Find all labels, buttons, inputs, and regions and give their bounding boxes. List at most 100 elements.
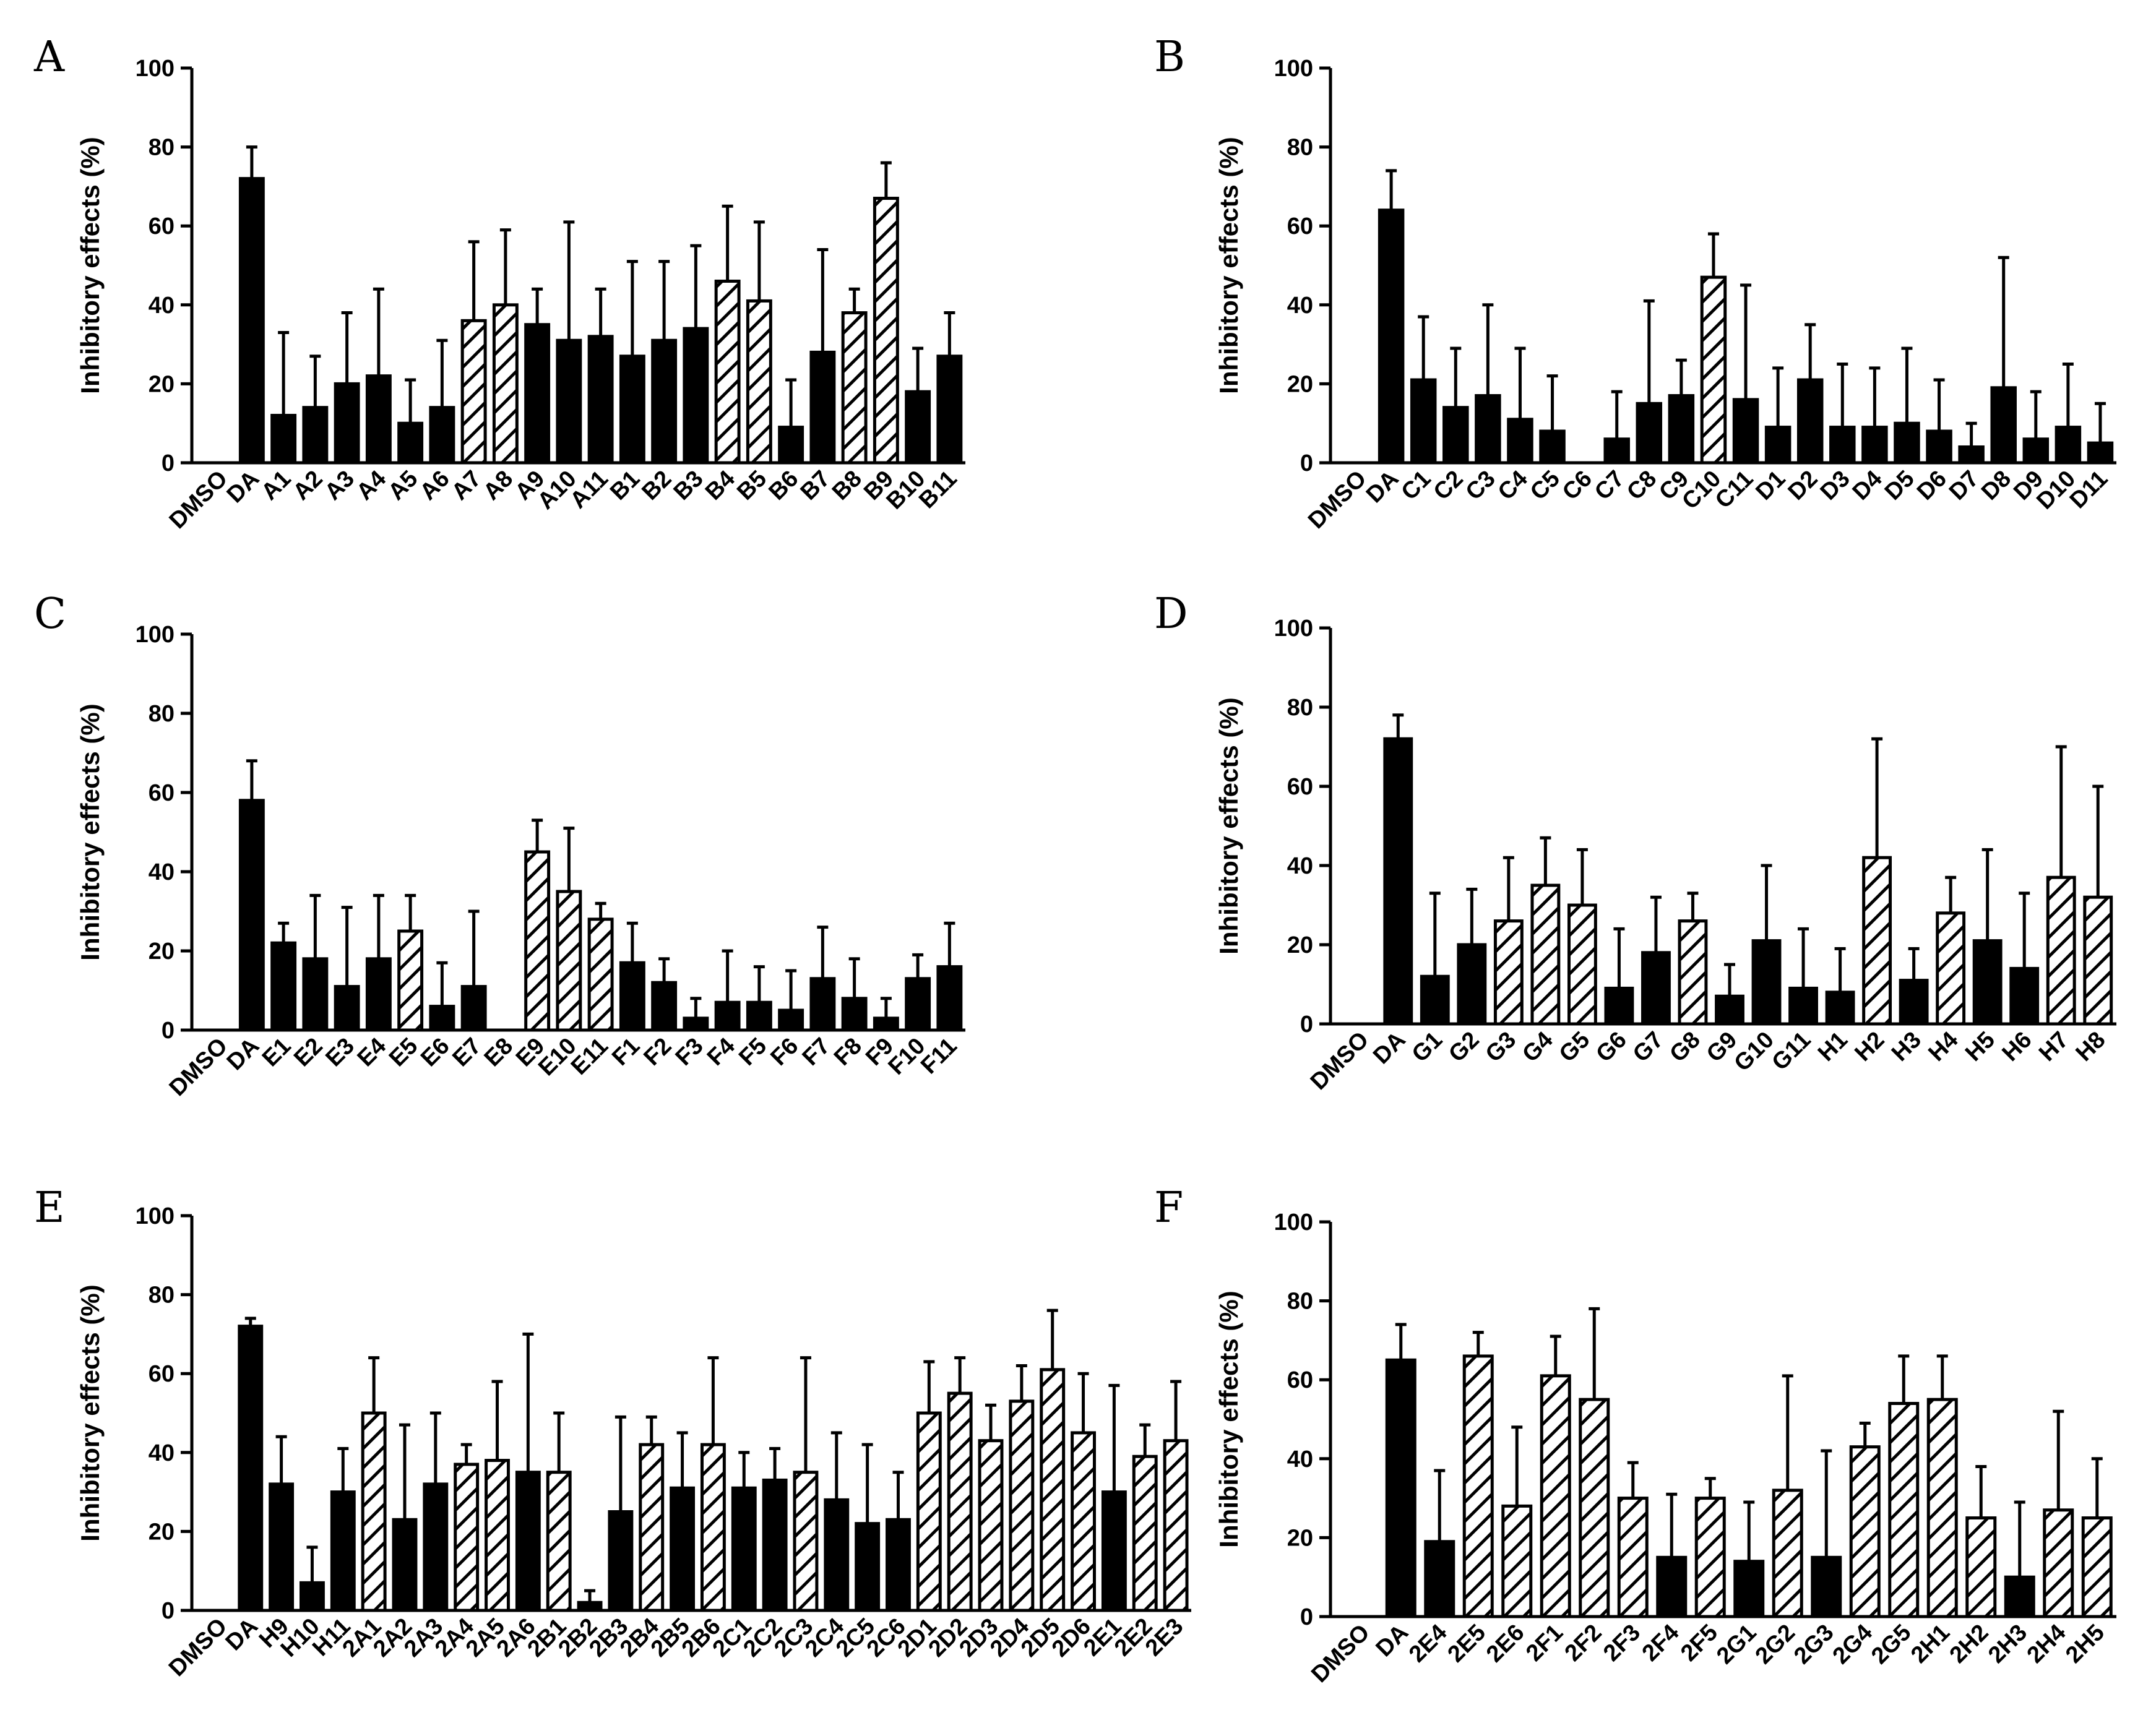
bar-f5: [746, 1000, 772, 1032]
x-tick-label: H2: [1850, 1027, 1889, 1067]
y-tick-label: 80: [149, 135, 175, 161]
x-tick-label: 2F1: [1521, 1620, 1568, 1667]
bar-b4: [714, 280, 741, 465]
x-tick-label: 2F4: [1637, 1620, 1684, 1667]
x-tick-label: G3: [1481, 1027, 1522, 1068]
bar-b7: [809, 350, 836, 465]
bar-2e4: [1424, 1540, 1455, 1618]
x-tick-label: G7: [1628, 1027, 1669, 1068]
y-tick-label: 60: [149, 780, 175, 806]
bar-2e5: [1462, 1354, 1494, 1618]
bar-2g3: [1811, 1555, 1842, 1618]
y-axis-title: Inhibitory effects (%): [75, 703, 105, 960]
bar-h2: [1862, 856, 1892, 1026]
bar-2a3: [423, 1482, 449, 1612]
bar-d3: [1829, 426, 1856, 465]
x-tick-label: 2G5: [1866, 1620, 1916, 1669]
bar-2c5: [855, 1522, 881, 1612]
bar-h11: [330, 1490, 356, 1612]
bar-g7: [1641, 951, 1671, 1026]
x-tick-label: G1: [1407, 1027, 1448, 1068]
bar-2c4: [824, 1498, 850, 1612]
bar-f4: [714, 1000, 741, 1032]
bar-f6: [778, 1008, 804, 1032]
y-tick-label: 20: [1287, 932, 1313, 958]
bar-e11: [587, 917, 614, 1032]
bar-2e1: [1101, 1490, 1127, 1612]
x-tick-label: G5: [1554, 1027, 1595, 1068]
bar-h1: [1825, 990, 1855, 1026]
bar-2g1: [1733, 1560, 1765, 1618]
bar-c11: [1732, 398, 1759, 465]
bar-g4: [1530, 883, 1561, 1026]
y-tick-label: 60: [1287, 1367, 1313, 1393]
bar-2f2: [1579, 1398, 1610, 1618]
bar-da: [1385, 1358, 1416, 1618]
panel-f: F 0 20 40 60 80 100 Inhibitory effects (%) DMSOD…: [1154, 1184, 2116, 1688]
x-tick-label: H4: [1923, 1027, 1963, 1067]
bar-b2: [651, 338, 678, 465]
bar-2d2: [947, 1391, 973, 1612]
bar-e9: [524, 850, 551, 1032]
bar-d6: [1926, 429, 1952, 465]
bar-2e6: [1501, 1504, 1533, 1618]
panel-letter: B: [1154, 33, 1185, 82]
bar-da: [238, 177, 265, 465]
bar-2g4: [1849, 1445, 1881, 1618]
bar-e3: [334, 985, 360, 1032]
x-tick-label: 2E6: [1481, 1620, 1530, 1668]
panel-letter: A: [33, 33, 65, 82]
y-tick-label: 100: [1274, 616, 1313, 642]
y-tick-label: 0: [1300, 1012, 1313, 1038]
bar-2c2: [762, 1478, 788, 1612]
x-tick-label: 2F5: [1676, 1620, 1723, 1667]
y-tick-label: 60: [1287, 213, 1313, 239]
x-tick-label: 2F3: [1598, 1620, 1645, 1667]
bar-g5: [1567, 903, 1597, 1026]
x-tick-label: F11: [916, 1033, 962, 1080]
bar-h6: [2009, 966, 2040, 1026]
bar-h10: [300, 1581, 325, 1612]
bar-2h2: [1965, 1516, 1997, 1618]
bar-2h1: [1926, 1398, 1958, 1618]
y-tick-label: 100: [1274, 1210, 1313, 1235]
bar-2a4: [454, 1463, 480, 1612]
bar-d8: [1990, 386, 2017, 465]
y-tick-label: 20: [149, 371, 175, 397]
bar-f3: [683, 1016, 709, 1032]
y-tick-label: 80: [149, 701, 175, 727]
bar-b9: [873, 197, 899, 465]
bar-2b1: [546, 1471, 572, 1612]
bar-a7: [460, 319, 487, 465]
bar-h5: [1972, 939, 2003, 1026]
x-tick-label: H5: [1960, 1027, 2000, 1067]
x-tick-label: 2H2: [1945, 1620, 1994, 1669]
bar-f2: [651, 981, 678, 1032]
bar-b8: [841, 311, 868, 465]
bar-2b5: [670, 1486, 696, 1612]
y-tick-label: 0: [1300, 450, 1313, 476]
bar-g1: [1420, 974, 1450, 1026]
bar-da: [1383, 737, 1413, 1026]
bar-2d1: [916, 1411, 942, 1612]
x-tick-label: H3: [1887, 1027, 1926, 1067]
bar-c2: [1442, 406, 1469, 465]
bar-h3: [1899, 979, 1929, 1026]
x-tick-label: H1: [1813, 1027, 1853, 1067]
x-tick-label: DMSO: [165, 466, 233, 534]
bar-2h4: [2043, 1508, 2074, 1618]
bar-e10: [556, 890, 582, 1032]
x-tick-label: 2H4: [2022, 1620, 2071, 1669]
bar-a3: [334, 382, 360, 465]
x-tick-label: H8: [2071, 1027, 2111, 1067]
y-tick-label: 100: [1274, 56, 1313, 82]
bar-a1: [270, 413, 297, 465]
x-tick-label: 2H1: [1906, 1620, 1955, 1669]
bar-c8: [1636, 402, 1663, 465]
bar-2d6: [1071, 1431, 1096, 1612]
bar-da: [238, 1325, 264, 1612]
bar-2c3: [793, 1471, 819, 1612]
bar-2e2: [1132, 1455, 1158, 1612]
y-tick-label: 0: [162, 450, 175, 476]
